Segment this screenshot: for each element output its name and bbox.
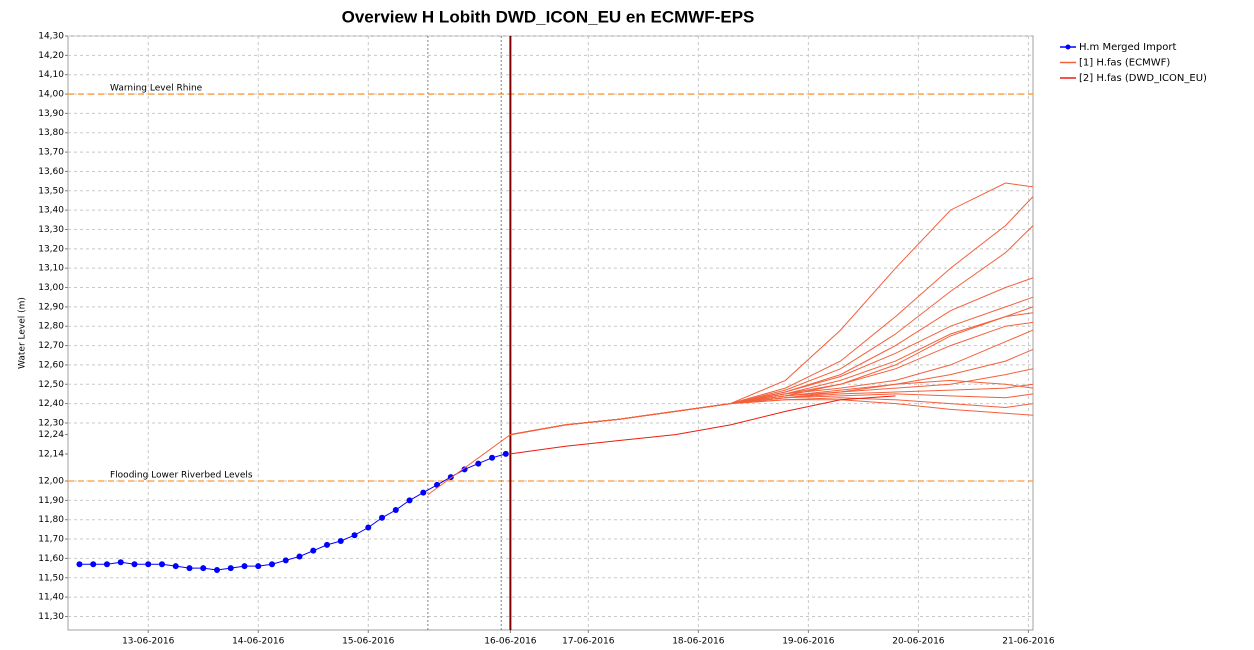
y-tick-label: 13,70 xyxy=(38,148,64,158)
x-tick-label: 19-06-2016 xyxy=(782,637,835,647)
data-point xyxy=(241,563,248,570)
data-point xyxy=(392,507,399,514)
data-point xyxy=(117,559,124,566)
x-tick-label: 18-06-2016 xyxy=(672,637,725,647)
legend-label: H.m Merged Import xyxy=(1079,42,1176,53)
chart-title: Overview H Lobith DWD_ICON_EU en ECMWF-E… xyxy=(342,7,755,26)
data-point xyxy=(324,541,331,548)
legend: H.m Merged Import [1] H.fas (ECMWF) [2] H.… xyxy=(1060,42,1207,84)
y-tick-label: 14,10 xyxy=(38,70,64,80)
y-tick-label: 13,30 xyxy=(38,225,64,235)
data-point xyxy=(255,563,262,570)
data-point xyxy=(461,466,468,473)
data-point xyxy=(379,514,386,521)
data-point xyxy=(502,450,509,457)
x-tick-label: 13-06-2016 xyxy=(122,637,175,647)
y-tick-label: 12,60 xyxy=(38,360,64,370)
y-tick-label: 13,40 xyxy=(38,206,64,216)
data-point xyxy=(337,537,344,544)
y-tick-label: 13,60 xyxy=(38,167,64,177)
y-tick-label: 12,30 xyxy=(38,418,64,428)
data-point xyxy=(406,497,413,504)
grid xyxy=(65,35,1033,633)
x-tick-label: 17-06-2016 xyxy=(562,637,615,647)
y-tick-label: 11,90 xyxy=(38,496,64,506)
data-point xyxy=(186,565,193,572)
y-tick-label: 13,20 xyxy=(38,244,64,254)
data-point xyxy=(103,561,110,568)
data-point xyxy=(365,524,372,531)
y-axis-label: Water Level (m) xyxy=(18,297,28,369)
series-line xyxy=(510,395,896,455)
x-tick-label: 16-06-2016 xyxy=(484,637,537,647)
y-tick-label: 12,24 xyxy=(38,430,64,440)
data-point xyxy=(90,561,97,568)
y-tick-label: 13,50 xyxy=(38,186,64,196)
legend-marker xyxy=(1065,44,1071,50)
data-point xyxy=(489,454,496,461)
y-tick-label: 11,60 xyxy=(38,554,64,564)
y-tick-label: 13,00 xyxy=(38,283,64,293)
reference-label: Warning Level Rhine xyxy=(110,84,203,94)
plot-marks xyxy=(68,36,1034,630)
y-tick-label: 12,14 xyxy=(38,449,64,459)
y-tick-label: 13,90 xyxy=(38,109,64,119)
axis-labels: 11,30 11,40 11,50 11,60 11,70 11,80 11,90 12,00… xyxy=(38,32,1055,647)
y-tick-label: 11,80 xyxy=(38,515,64,525)
y-tick-label: 12,50 xyxy=(38,380,64,390)
y-tick-label: 12,00 xyxy=(38,477,64,487)
data-point xyxy=(269,561,276,568)
y-tick-label: 14,20 xyxy=(38,51,64,61)
data-point xyxy=(310,547,317,554)
series-line xyxy=(510,379,1034,436)
y-tick-label: 12,90 xyxy=(38,302,64,312)
x-tick-label: 14-06-2016 xyxy=(232,637,285,647)
data-point xyxy=(158,561,165,568)
y-tick-label: 11,50 xyxy=(38,573,64,583)
x-tick-label: 15-06-2016 xyxy=(342,637,395,647)
x-tick-label: 21-06-2016 xyxy=(1002,637,1055,647)
data-point xyxy=(76,561,83,568)
legend-label: [2] H.fas (DWD_ICON_EU) xyxy=(1079,73,1207,84)
y-tick-label: 13,80 xyxy=(38,128,64,138)
data-point xyxy=(145,561,152,568)
y-tick-label: 12,80 xyxy=(38,322,64,332)
data-point xyxy=(351,532,358,539)
y-tick-label: 11,70 xyxy=(38,535,64,545)
data-point xyxy=(420,489,427,496)
reference-label: Flooding Lower Riverbed Levels xyxy=(110,471,253,481)
data-point xyxy=(296,553,303,560)
plot-area xyxy=(67,35,1034,631)
data-point xyxy=(475,460,482,467)
y-tick-label: 12,70 xyxy=(38,341,64,351)
y-tick-label: 14,30 xyxy=(38,32,64,42)
data-point xyxy=(213,567,220,574)
data-point xyxy=(282,557,289,564)
data-point xyxy=(172,563,179,570)
y-tick-label: 14,00 xyxy=(38,90,64,100)
y-tick-label: 11,30 xyxy=(38,612,64,622)
legend-label: [1] H.fas (ECMWF) xyxy=(1079,58,1170,69)
x-tick-label: 20-06-2016 xyxy=(892,637,945,647)
data-point xyxy=(131,561,138,568)
data-point xyxy=(227,565,234,572)
y-tick-label: 11,40 xyxy=(38,593,64,603)
data-point xyxy=(200,565,207,572)
y-tick-label: 12,40 xyxy=(38,399,64,409)
y-tick-label: 13,10 xyxy=(38,264,64,274)
